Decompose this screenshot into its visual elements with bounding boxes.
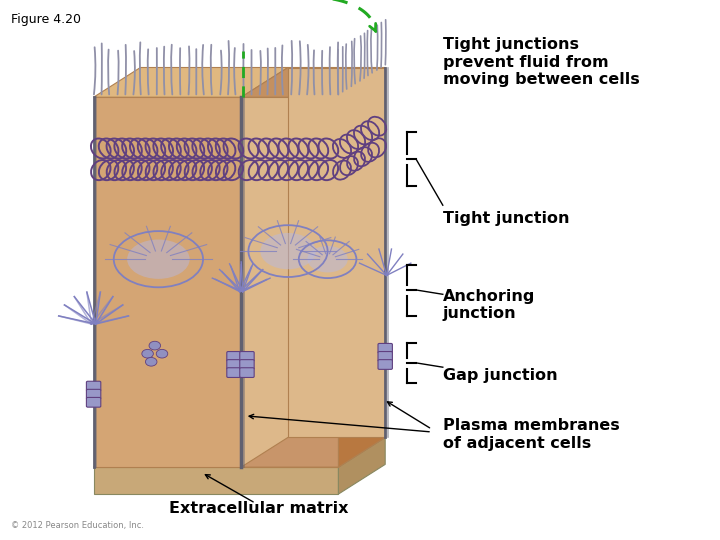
Text: Tight junction: Tight junction (443, 211, 570, 226)
FancyBboxPatch shape (378, 360, 392, 369)
Text: Tight junctions
prevent fluid from
moving between cells: Tight junctions prevent fluid from movin… (443, 37, 639, 87)
Polygon shape (94, 68, 288, 97)
Circle shape (149, 341, 161, 350)
Polygon shape (338, 437, 385, 494)
Text: Plasma membranes
of adjacent cells: Plasma membranes of adjacent cells (443, 418, 619, 451)
Ellipse shape (307, 246, 348, 272)
Polygon shape (338, 68, 385, 467)
FancyBboxPatch shape (240, 368, 254, 377)
FancyBboxPatch shape (86, 389, 101, 399)
Text: Extracellular matrix: Extracellular matrix (169, 501, 349, 516)
Polygon shape (94, 467, 338, 494)
FancyBboxPatch shape (86, 381, 101, 391)
FancyBboxPatch shape (227, 368, 241, 377)
FancyBboxPatch shape (240, 360, 254, 369)
Polygon shape (241, 68, 385, 97)
Polygon shape (288, 68, 385, 437)
FancyBboxPatch shape (378, 343, 392, 353)
FancyBboxPatch shape (378, 352, 392, 361)
FancyBboxPatch shape (227, 352, 241, 361)
Text: Figure 4.20: Figure 4.20 (11, 14, 81, 26)
Polygon shape (94, 97, 241, 467)
Circle shape (156, 349, 168, 358)
Ellipse shape (127, 240, 189, 279)
Ellipse shape (261, 233, 316, 269)
FancyBboxPatch shape (240, 352, 254, 361)
Polygon shape (241, 437, 385, 467)
Circle shape (142, 349, 153, 358)
Circle shape (145, 357, 157, 366)
Text: © 2012 Pearson Education, Inc.: © 2012 Pearson Education, Inc. (11, 521, 144, 530)
Text: Gap junction: Gap junction (443, 368, 557, 383)
FancyBboxPatch shape (227, 360, 241, 369)
Text: Anchoring
junction: Anchoring junction (443, 289, 535, 321)
FancyBboxPatch shape (86, 397, 101, 407)
Polygon shape (94, 437, 385, 467)
Polygon shape (241, 97, 338, 467)
